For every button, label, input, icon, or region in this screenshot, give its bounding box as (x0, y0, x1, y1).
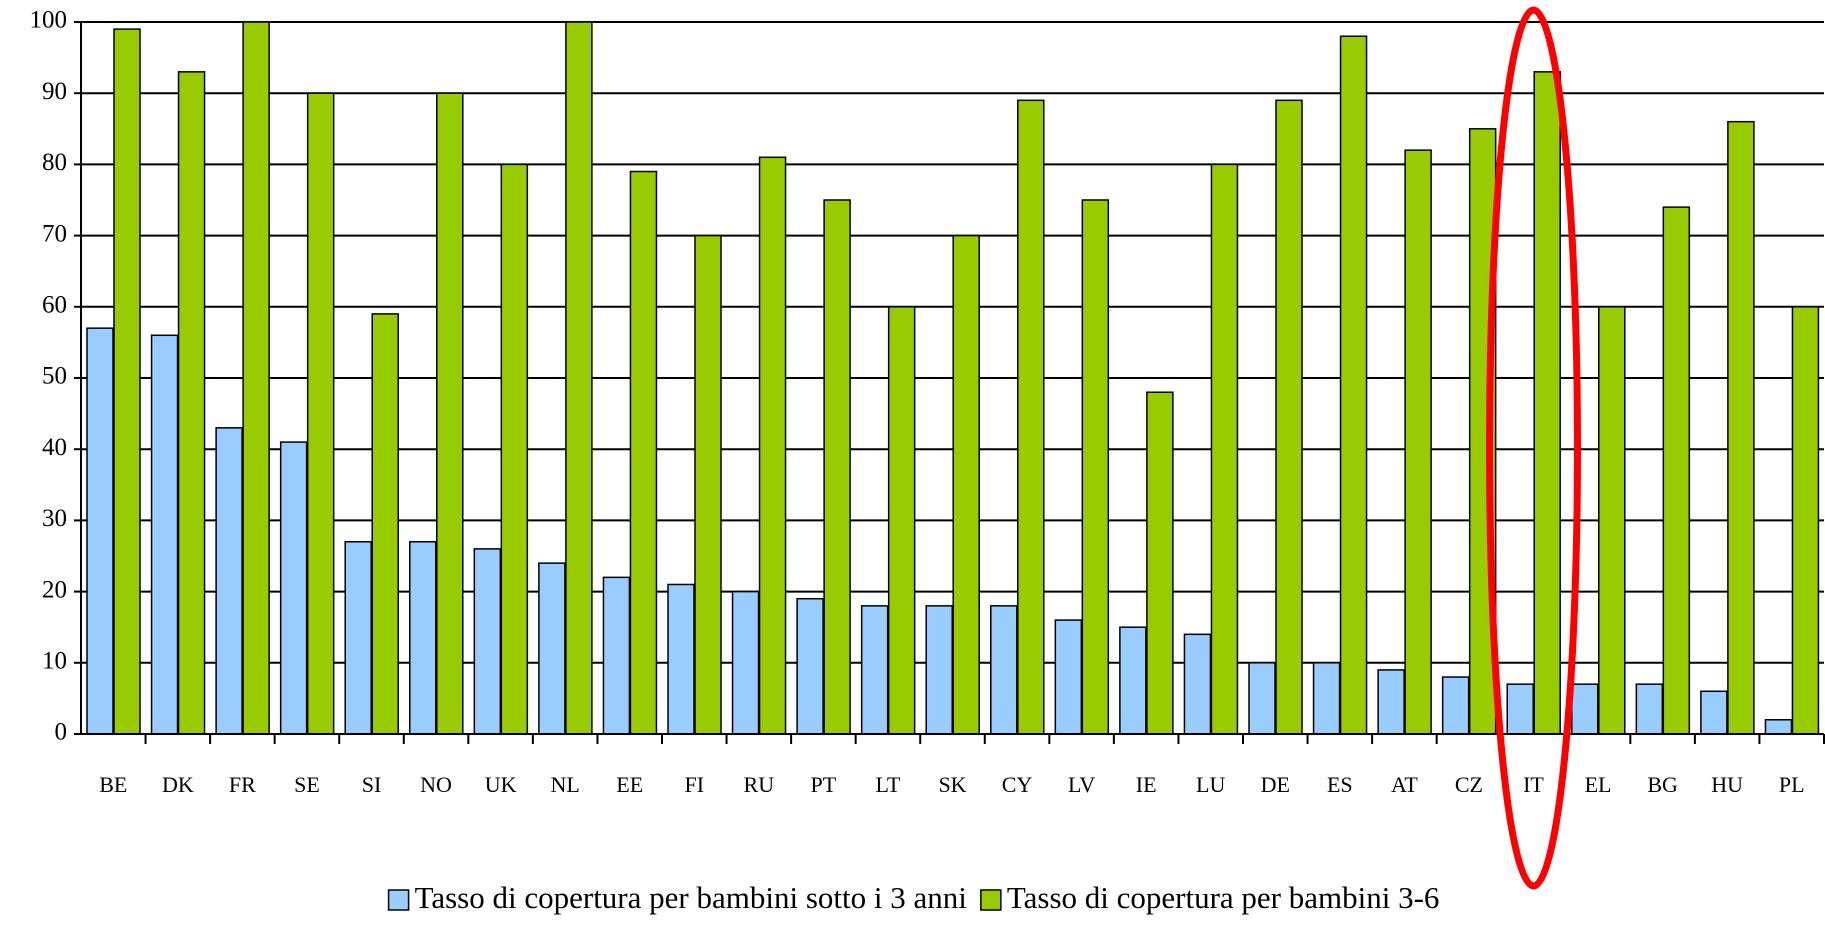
bar (565, 21, 593, 735)
x-tick-label: BE (99, 772, 127, 797)
legend-label: Tasso di copertura per bambini 3-6 (1007, 880, 1440, 915)
bar (1533, 71, 1561, 735)
bar (731, 590, 760, 735)
bar (1791, 306, 1820, 735)
bar (1441, 676, 1470, 735)
bar (758, 156, 787, 735)
legend-label: Tasso di copertura per bambini sotto i 3… (415, 880, 968, 915)
bar (1662, 206, 1691, 735)
x-tick-label: AT (1391, 772, 1418, 797)
bar (925, 605, 953, 735)
bar (796, 597, 824, 735)
y-tick-label: 0 (55, 719, 68, 746)
bar (1598, 306, 1626, 735)
x-tick-label: DK (162, 772, 194, 797)
bar (1054, 619, 1083, 735)
x-tick-label: LU (1196, 772, 1225, 797)
x-tick-label: IE (1136, 772, 1157, 797)
bar (1700, 690, 1728, 735)
y-tick-label: 30 (42, 505, 67, 532)
x-tick-label: NO (420, 772, 452, 797)
y-tick-label: 60 (42, 292, 67, 319)
bar (306, 92, 335, 735)
x-tick-label: PL (1779, 772, 1805, 797)
bar (1635, 683, 1664, 735)
bar (1404, 149, 1432, 735)
x-tick-label: RU (744, 772, 775, 797)
x-tick-label: EE (616, 772, 643, 797)
bar (629, 170, 658, 735)
x-tick-label: SI (362, 772, 382, 797)
bar (1248, 662, 1276, 735)
bar (371, 313, 399, 735)
x-tick-label: CY (1002, 772, 1033, 797)
x-tick-label: DE (1261, 772, 1290, 797)
y-tick-label: 50 (42, 363, 67, 390)
x-tick-label: LT (876, 772, 901, 797)
x-tick-label: ES (1327, 772, 1353, 797)
x-tick-label: BG (1647, 772, 1678, 797)
bar (215, 427, 243, 735)
bar (1275, 99, 1303, 735)
bar (500, 163, 529, 735)
y-tick-label: 90 (42, 78, 67, 105)
bar (1183, 633, 1212, 735)
highlight-ellipse (1486, 6, 1581, 890)
bar (1146, 391, 1174, 735)
x-tick-label: EL (1585, 772, 1612, 797)
bar (86, 327, 114, 735)
x-tick-label: LV (1068, 772, 1095, 797)
x-tick-label: UK (485, 772, 517, 797)
y-tick-label: 20 (42, 576, 67, 603)
bar (1339, 35, 1368, 735)
bar (1377, 669, 1405, 735)
x-tick-label: CZ (1455, 772, 1483, 797)
bar (860, 605, 889, 735)
bar (409, 541, 437, 735)
x-tick-label: NL (551, 772, 580, 797)
bar (242, 21, 270, 735)
x-tick-label: HU (1711, 772, 1743, 797)
bar (150, 334, 179, 735)
bar (436, 92, 464, 735)
x-tick-label: IT (1523, 772, 1544, 797)
bar (667, 583, 695, 735)
bar (602, 576, 631, 735)
bar (1081, 199, 1110, 735)
bar (344, 541, 372, 735)
bar (1506, 683, 1534, 735)
y-tick-label: 40 (42, 434, 67, 461)
bar (1764, 719, 1793, 735)
y-tick-label: 80 (42, 149, 67, 176)
bar (113, 28, 141, 735)
bar (887, 306, 916, 735)
x-tick-label: FI (684, 772, 704, 797)
bar (279, 441, 308, 735)
bar (1210, 163, 1239, 735)
y-tick-label: 10 (42, 648, 67, 675)
bar (990, 605, 1018, 735)
bar (473, 548, 502, 735)
x-tick-label: PT (811, 772, 837, 797)
y-tick-label: 100 (30, 7, 68, 34)
x-tick-label: SK (938, 772, 966, 797)
bar (823, 199, 851, 735)
bar (538, 562, 566, 735)
legend-swatch (980, 889, 1002, 911)
bar (177, 71, 206, 735)
bar (952, 234, 980, 735)
y-tick-label: 70 (42, 220, 67, 247)
legend: Tasso di copertura per bambini sotto i 3… (387, 880, 1440, 915)
bar (1119, 626, 1147, 735)
x-tick-label: FR (229, 772, 256, 797)
x-tick-label: SE (294, 772, 320, 797)
bar (1017, 99, 1045, 735)
bar (694, 234, 722, 735)
legend-swatch (387, 889, 410, 911)
bar (1571, 683, 1599, 735)
bar (1312, 662, 1341, 735)
bar (1727, 120, 1755, 735)
